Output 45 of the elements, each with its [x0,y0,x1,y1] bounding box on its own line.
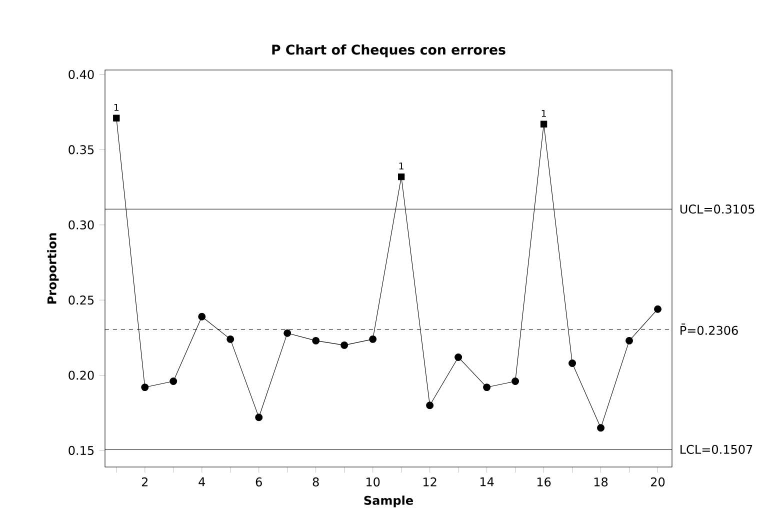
ref-line-label: LCL=0.1507 [680,444,752,454]
annotation: 1 [399,162,404,170]
point [312,336,320,344]
point [284,329,292,337]
x-tick-label: 12 [424,477,436,486]
x-tick-label: 8 [312,477,319,486]
y-tick-label: 0.20 [68,370,94,380]
point [198,312,206,320]
y-tick-label: 0.15 [68,446,94,455]
point [369,335,377,343]
x-tick-label: 2 [142,477,148,486]
x-tick-label: 20 [651,477,665,486]
point [483,384,491,392]
x-tick-label: 6 [256,477,262,486]
point [141,384,149,392]
y-tick-label: 0.35 [68,145,94,154]
x-tick-label: 18 [594,477,608,486]
point [113,114,120,122]
point [426,402,434,410]
point [626,336,633,344]
y-axis-title: Proportion [47,233,59,304]
x-axis-title: Sample [364,496,413,508]
ref-line-label: P̄=0.2306 [680,324,738,335]
point [568,360,576,367]
point [512,378,520,386]
annotation: 1 [114,104,119,111]
x-tick-label: 10 [366,477,380,486]
y-tick-label: 0.40 [68,70,94,80]
point [340,341,348,349]
annotation: 1 [542,110,546,117]
point [170,378,178,386]
y-tick-label: 0.30 [68,220,94,230]
x-tick-label: 16 [537,477,551,486]
x-tick-label: 14 [480,477,494,486]
point [398,173,405,180]
point [597,424,605,432]
point [454,353,462,361]
point [226,335,234,343]
x-tick-label: 4 [198,477,206,486]
ref-line-label: UCL=0.3105 [680,204,754,214]
point [540,120,548,128]
point [255,414,263,422]
chart-title: P Chart of Cheques con errores [272,44,506,58]
point [654,305,662,313]
y-tick-label: 0.25 [68,296,94,305]
